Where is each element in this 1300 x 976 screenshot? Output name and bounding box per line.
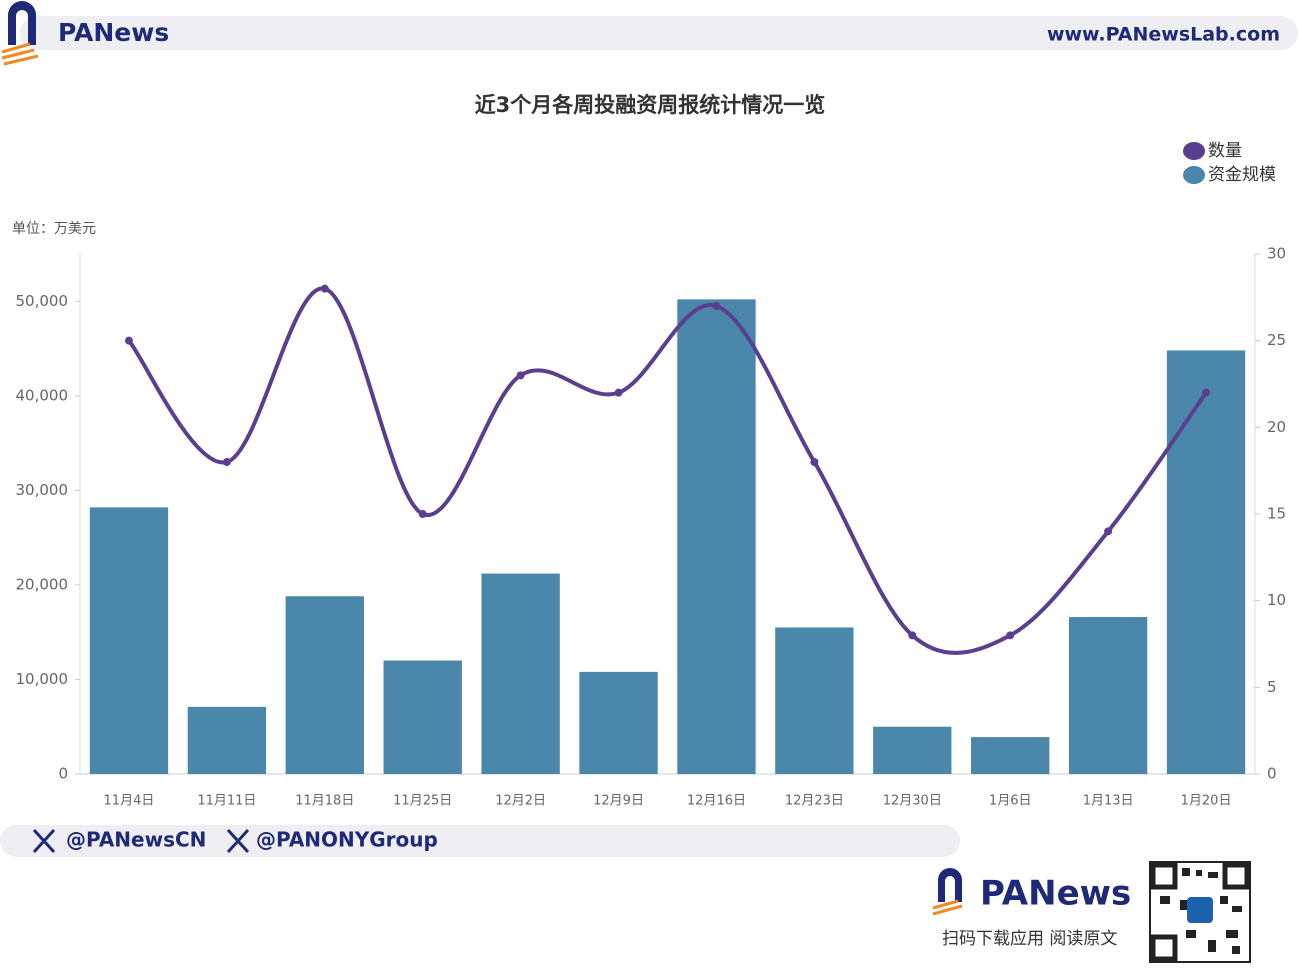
- y2-tick-label: 15: [1267, 505, 1286, 523]
- y2-tick-label: 25: [1267, 331, 1286, 349]
- logo-stripes: [932, 899, 963, 916]
- y2-tick-label: 5: [1267, 678, 1277, 696]
- x-tick-label: 12月23日: [785, 794, 844, 809]
- y-tick-label: 30,000: [16, 481, 69, 499]
- x-tick-label: 1月6日: [989, 794, 1032, 809]
- point: [810, 458, 819, 466]
- bar: [775, 627, 854, 774]
- y-tick-label: 0: [58, 765, 68, 783]
- chart: 0 10,000 20,000 30,000 40,000 50,000 0 5 10 15 20 2…: [16, 141, 1287, 809]
- handle: @PANONYGroup: [256, 828, 438, 852]
- y-tick-label: 40,000: [16, 386, 69, 404]
- url: www.PANewsLab.com: [1047, 24, 1280, 46]
- bar: [1068, 617, 1148, 774]
- qr-code: [1149, 861, 1251, 963]
- footer-bar: [0, 825, 960, 857]
- point: [222, 458, 231, 466]
- x-tick-label: 11月11日: [197, 794, 256, 809]
- x-icon: [32, 828, 56, 854]
- unit-label: 单位：万美元: [12, 221, 96, 237]
- logo-icon: [8, 1, 36, 45]
- point: [712, 302, 721, 310]
- point: [418, 510, 427, 518]
- logo-icon: [938, 868, 962, 902]
- x-tick-label: 12月30日: [883, 794, 942, 809]
- legend-label: 数量: [1208, 141, 1242, 161]
- y-tick-label: 10,000: [16, 670, 69, 688]
- x-tick-label: 12月9日: [593, 794, 644, 809]
- x-tick-label: 1月13日: [1083, 794, 1134, 809]
- point: [320, 284, 329, 293]
- point: [124, 336, 133, 345]
- handle: @PANewsCN: [66, 828, 206, 852]
- bar: [677, 299, 756, 774]
- point: [614, 388, 623, 397]
- y2-tick-label: 0: [1267, 765, 1277, 783]
- bar: [89, 507, 169, 774]
- bar: [383, 660, 462, 774]
- x-tick-label: 12月16日: [687, 794, 746, 809]
- footer-caption: 扫码下载应用 阅读原文: [942, 929, 1117, 949]
- y-tick-label: 20,000: [16, 575, 69, 593]
- point: [1006, 631, 1015, 640]
- line: [127, 286, 1208, 655]
- legend-label: 资金规模: [1208, 165, 1276, 185]
- logo-stripes: [1, 42, 39, 66]
- x-tick-label: 11月25日: [393, 794, 452, 809]
- point: [1104, 527, 1113, 536]
- legend-swatch: [1183, 166, 1205, 184]
- y2-tick-label: 30: [1267, 245, 1286, 263]
- bar: [285, 596, 364, 774]
- x-tick-label: 11月4日: [104, 794, 155, 809]
- point: [908, 631, 917, 640]
- brand: PANews: [58, 18, 169, 47]
- x-tick-label: 12月2日: [495, 794, 546, 809]
- bar: [873, 726, 952, 774]
- x-tick-label: 1月20日: [1181, 794, 1232, 809]
- chart-title: 近3个月各周投融资周报统计情况一览: [475, 93, 826, 117]
- point: [1202, 388, 1211, 397]
- bar: [187, 706, 267, 774]
- footer-brand: PANews: [980, 874, 1131, 914]
- legend-swatch: [1183, 142, 1205, 160]
- y-tick-label: 50,000: [16, 292, 69, 310]
- y2-tick-label: 20: [1267, 418, 1286, 436]
- x-icon: [226, 828, 250, 854]
- bar: [1166, 350, 1246, 774]
- x-tick-label: 11月18日: [295, 794, 354, 809]
- bar: [971, 737, 1050, 774]
- y2-tick-label: 10: [1267, 591, 1286, 609]
- bar: [579, 671, 658, 774]
- bar: [481, 573, 560, 774]
- header-bar: [20, 16, 1298, 50]
- point: [516, 371, 525, 380]
